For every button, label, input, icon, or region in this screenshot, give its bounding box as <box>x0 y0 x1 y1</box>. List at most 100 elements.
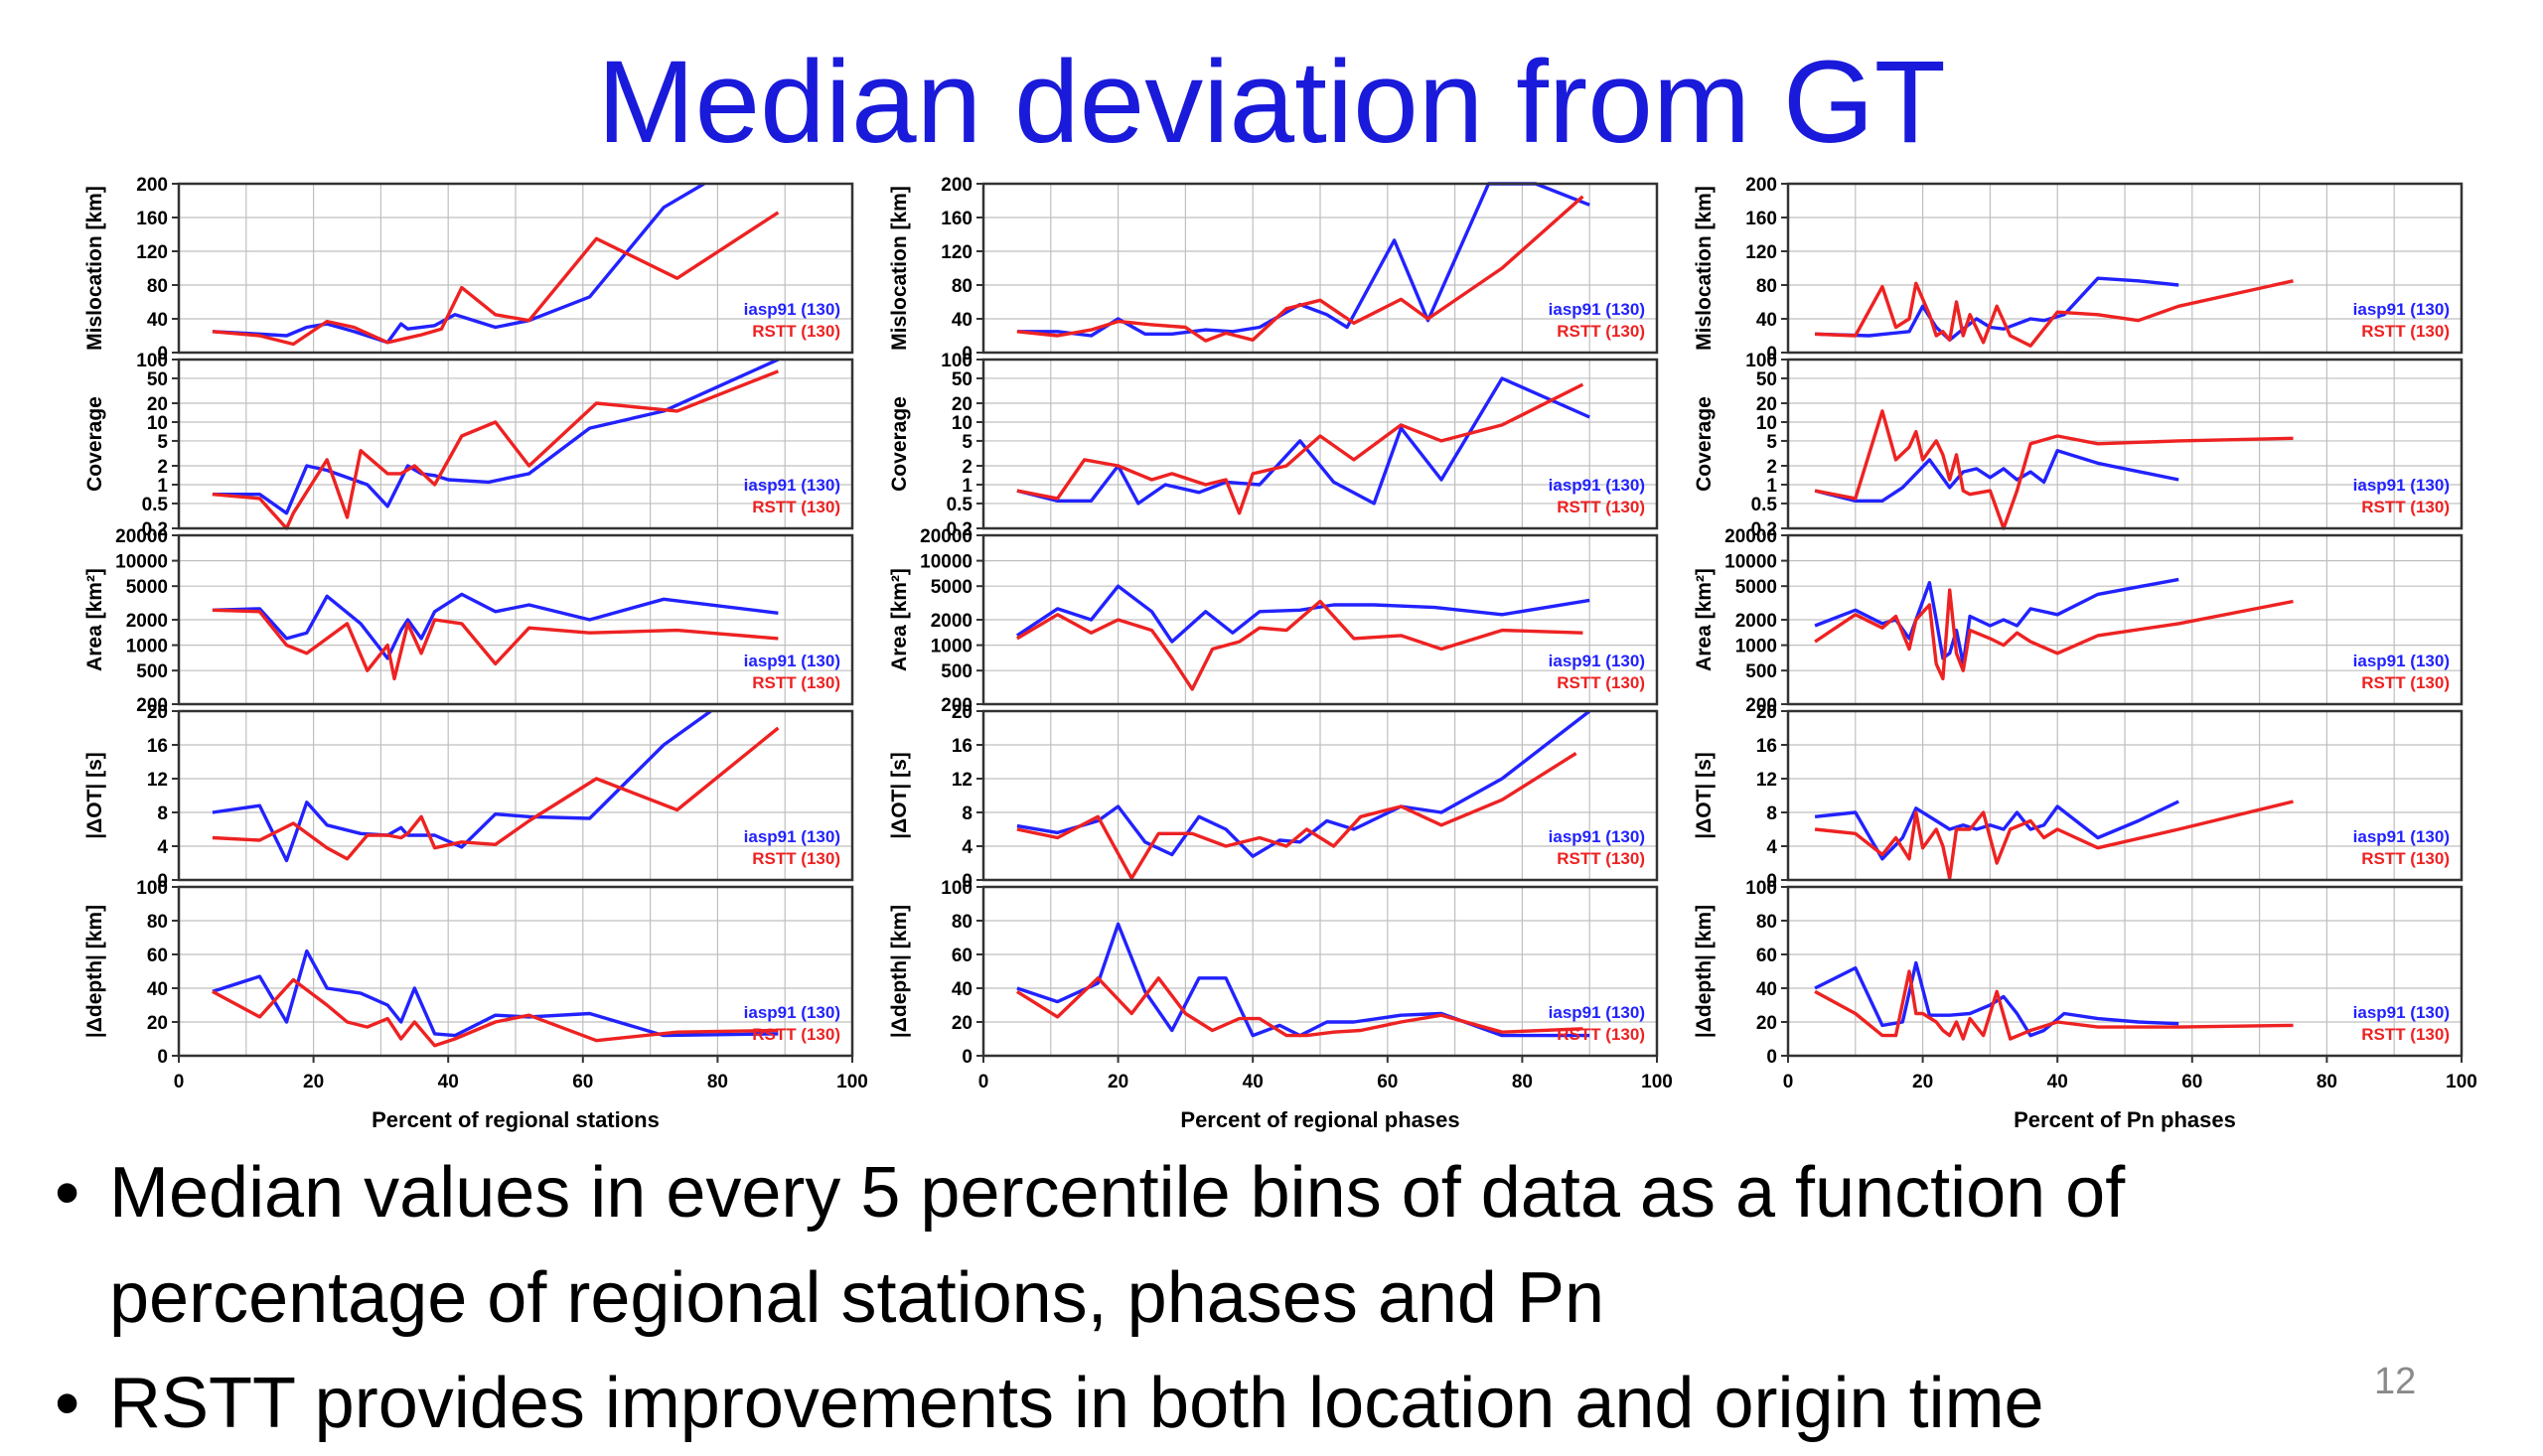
y-tick-label: 0.5 <box>1751 495 1778 515</box>
series-line-iasp91 <box>1016 182 1590 338</box>
panel-frame <box>177 182 854 355</box>
y-tick-label: 100 <box>136 351 168 371</box>
y-tick-label: 10000 <box>1724 552 1777 573</box>
y-tick-label: 80 <box>147 276 168 297</box>
y-tick-label: 4 <box>1766 837 1777 858</box>
y-tick-label: 20000 <box>1724 526 1777 547</box>
y-tick-label: 80 <box>1756 912 1777 933</box>
y-axis-label: |ΔOT| [s] <box>888 752 911 839</box>
panel-frame <box>981 709 1659 882</box>
series-line-rstt <box>1814 588 2294 681</box>
y-tick-label: 40 <box>1756 310 1777 331</box>
y-tick-label: 100 <box>941 878 972 899</box>
y-tick-label: 20 <box>1756 702 1777 723</box>
legend-entry-iasp91: iasp91 (130) <box>1549 476 1645 495</box>
y-tick-label: 40 <box>1756 979 1777 1000</box>
legend-entry-rstt: RSTT (130) <box>752 1025 840 1044</box>
legend-entry-rstt: RSTT (130) <box>1557 322 1645 341</box>
legend-entry-rstt: RSTT (130) <box>2361 498 2450 516</box>
y-tick-label: 1 <box>962 476 972 497</box>
y-tick-label: 20000 <box>115 526 168 547</box>
y-tick-label: 5000 <box>1735 577 1777 598</box>
y-tick-label: 5 <box>962 432 972 453</box>
y-tick-label: 10000 <box>115 552 168 573</box>
y-tick-label: 8 <box>1766 803 1777 824</box>
legend-entry-iasp91: iasp91 (130) <box>2353 476 2450 495</box>
y-tick-label: 0 <box>962 1047 972 1068</box>
y-tick-label: 4 <box>157 837 168 858</box>
panel-frame <box>981 533 1659 706</box>
legend-entry-rstt: RSTT (130) <box>752 849 840 868</box>
legend-entry-iasp91: iasp91 (130) <box>744 1003 840 1022</box>
y-tick-label: 80 <box>147 912 168 933</box>
y-tick-label: 1 <box>1766 476 1777 497</box>
series-line-iasp91 <box>1815 276 2179 342</box>
y-tick-label: 40 <box>147 979 168 1000</box>
panel-frame <box>177 358 854 530</box>
x-tick-label: 20 <box>303 1072 324 1092</box>
y-tick-label: 8 <box>157 803 168 824</box>
bullet-marker: • <box>55 1153 80 1233</box>
y-tick-label: 2 <box>962 457 972 478</box>
y-tick-label: 0 <box>1766 344 1777 364</box>
y-tick-label: 20 <box>147 394 168 415</box>
y-tick-label: 5000 <box>126 577 168 598</box>
bullet-text: Median values in every 5 percentile bins… <box>109 1153 2126 1338</box>
x-tick-label: 20 <box>1108 1072 1128 1092</box>
legend-entry-iasp91: iasp91 (130) <box>1549 300 1645 319</box>
legend-entry-iasp91: iasp91 (130) <box>2353 300 2450 319</box>
series-line-rstt <box>212 369 780 530</box>
legend-entry-rstt: RSTT (130) <box>2361 849 2450 868</box>
y-tick-label: 10 <box>1756 413 1777 434</box>
y-axis-label: Mislocation [km] <box>1693 186 1716 351</box>
y-tick-label: 0.2 <box>142 519 168 540</box>
y-tick-label: 20 <box>952 394 972 415</box>
y-tick-label: 20 <box>952 702 972 723</box>
legend-entry-rstt: RSTT (130) <box>1557 673 1645 692</box>
x-tick-label: 40 <box>1243 1072 1264 1092</box>
y-tick-label: 20 <box>1756 1013 1777 1034</box>
legend-entry-iasp91: iasp91 (130) <box>744 476 840 495</box>
y-axis-label: |Δdepth| [km] <box>83 905 106 1038</box>
panel-frame <box>1786 533 2464 706</box>
y-tick-label: 200 <box>1745 175 1777 196</box>
y-tick-label: 50 <box>1756 369 1777 390</box>
series-line-iasp91 <box>1016 376 1590 506</box>
legend-entry-iasp91: iasp91 (130) <box>744 652 840 670</box>
series-line-rstt <box>1814 969 2294 1041</box>
y-axis-label: |ΔOT| [s] <box>1693 752 1716 839</box>
y-tick-label: 2000 <box>1735 611 1777 632</box>
y-axis-label: Mislocation [km] <box>888 186 911 351</box>
y-tick-label: 0 <box>1766 1047 1777 1068</box>
y-axis-label: Area [km²] <box>888 568 911 671</box>
y-tick-label: 10000 <box>920 552 972 573</box>
series-line-iasp91 <box>1814 800 2179 861</box>
x-tick-label: 0 <box>978 1072 989 1092</box>
legend-entry-iasp91: iasp91 (130) <box>1549 827 1645 846</box>
legend-entry-rstt: RSTT (130) <box>2361 1025 2450 1044</box>
y-tick-label: 20 <box>1756 394 1777 415</box>
bullet-text: RSTT provides improvements in both locat… <box>109 1364 2044 1443</box>
y-tick-label: 20 <box>952 1013 972 1034</box>
panel-frame <box>1786 885 2464 1058</box>
page-number: 12 <box>2374 1361 2417 1402</box>
y-tick-label: 4 <box>962 837 972 858</box>
series-line-rstt <box>1016 752 1577 880</box>
legend-entry-iasp91: iasp91 (130) <box>1549 1003 1645 1022</box>
y-axis-label: Area [km²] <box>83 568 106 671</box>
x-tick-label: 20 <box>1912 1072 1933 1092</box>
y-axis-label: Area [km²] <box>1693 568 1716 671</box>
series-line-rstt <box>212 726 780 861</box>
y-axis-label: |ΔOT| [s] <box>83 752 106 839</box>
y-tick-label: 10 <box>147 413 168 434</box>
y-tick-label: 120 <box>941 242 972 263</box>
y-tick-label: 0.5 <box>947 495 973 515</box>
y-tick-label: 160 <box>941 209 972 229</box>
x-tick-label: 80 <box>1512 1072 1533 1092</box>
series-line-rstt <box>212 977 779 1048</box>
legend-entry-iasp91: iasp91 (130) <box>2353 652 2450 670</box>
y-tick-label: 5000 <box>931 577 972 598</box>
y-tick-label: 8 <box>962 803 972 824</box>
y-tick-label: 500 <box>136 661 168 682</box>
x-tick-label: 80 <box>2317 1072 2337 1092</box>
